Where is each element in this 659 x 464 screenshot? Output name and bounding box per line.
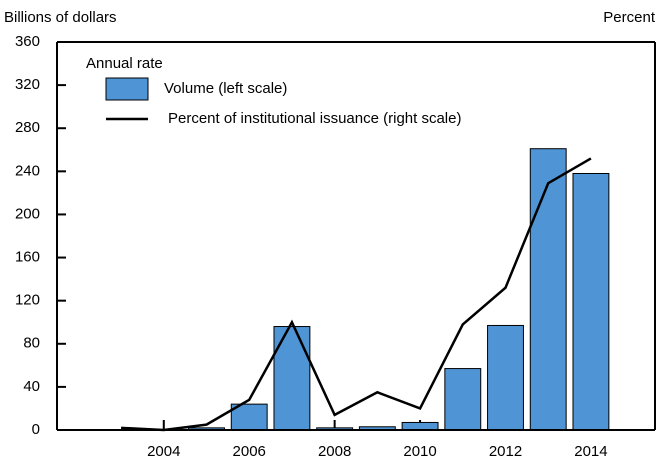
legend-swatch <box>105 77 149 101</box>
y-tick-label: 320 <box>15 76 40 93</box>
bar <box>529 148 567 431</box>
y2-axis-label: Percent <box>603 9 656 26</box>
x-tick-label: 2010 <box>403 443 436 460</box>
y-tick-label: 40 <box>23 378 40 395</box>
bar <box>572 172 610 431</box>
y-tick-label: 280 <box>15 119 40 136</box>
x-tick-label: 2008 <box>318 443 351 460</box>
y-tick-label: 240 <box>15 162 40 179</box>
x-tick-label: 2004 <box>147 443 180 460</box>
y-tick-label: 80 <box>23 335 40 352</box>
line <box>121 157 592 432</box>
y-axis-label: Billions of dollars <box>4 9 117 26</box>
legend-label: Volume (left scale) <box>164 80 287 97</box>
bar <box>401 421 439 431</box>
y-tick-label: 200 <box>15 205 40 222</box>
legend-label: Percent of institutional issuance (right… <box>168 110 461 127</box>
bar <box>444 368 482 431</box>
x-tick-label: 2014 <box>574 443 607 460</box>
y-tick-label: 0 <box>32 421 40 438</box>
bar <box>273 326 311 431</box>
y-tick-label: 160 <box>15 249 40 266</box>
legend-title: Annual rate <box>86 55 163 72</box>
x-tick-label: 2012 <box>489 443 522 460</box>
bar <box>487 324 524 431</box>
y-tick-label: 120 <box>15 292 40 309</box>
y-tick-label: 360 <box>15 33 40 50</box>
x-tick-label: 2006 <box>233 443 266 460</box>
